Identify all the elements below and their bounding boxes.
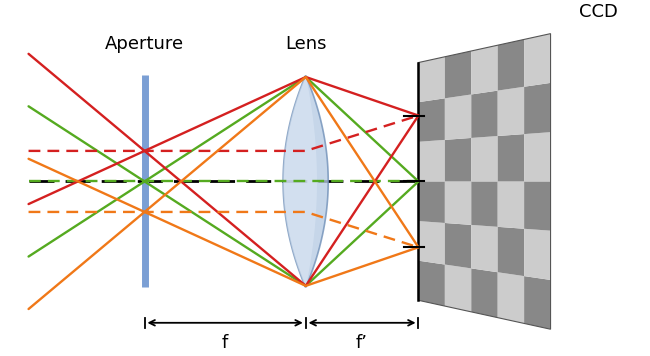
Text: CCD: CCD [579,3,618,21]
Polygon shape [524,33,551,87]
Polygon shape [419,182,445,223]
Polygon shape [445,138,471,182]
Polygon shape [498,40,524,91]
Polygon shape [419,140,445,182]
Polygon shape [419,57,445,102]
Polygon shape [524,182,551,231]
Polygon shape [283,75,317,287]
Polygon shape [471,91,498,138]
Text: f’: f’ [356,334,368,352]
Polygon shape [524,276,551,329]
Polygon shape [445,94,471,140]
Text: Lens: Lens [285,35,326,53]
Polygon shape [498,227,524,276]
Text: f: f [222,334,228,352]
Polygon shape [471,225,498,272]
Polygon shape [524,83,551,134]
Polygon shape [471,136,498,182]
Polygon shape [419,98,445,142]
Polygon shape [524,132,551,182]
Polygon shape [283,75,328,287]
Polygon shape [471,45,498,94]
Polygon shape [498,87,524,136]
Text: Aperture: Aperture [105,35,184,53]
Polygon shape [471,182,498,227]
Polygon shape [471,268,498,318]
Polygon shape [498,182,524,229]
Polygon shape [445,182,471,225]
Polygon shape [445,265,471,312]
Polygon shape [498,272,524,324]
Polygon shape [524,229,551,280]
Polygon shape [419,261,445,306]
Polygon shape [445,51,471,98]
Polygon shape [445,223,471,268]
Polygon shape [498,134,524,182]
Polygon shape [419,221,445,265]
